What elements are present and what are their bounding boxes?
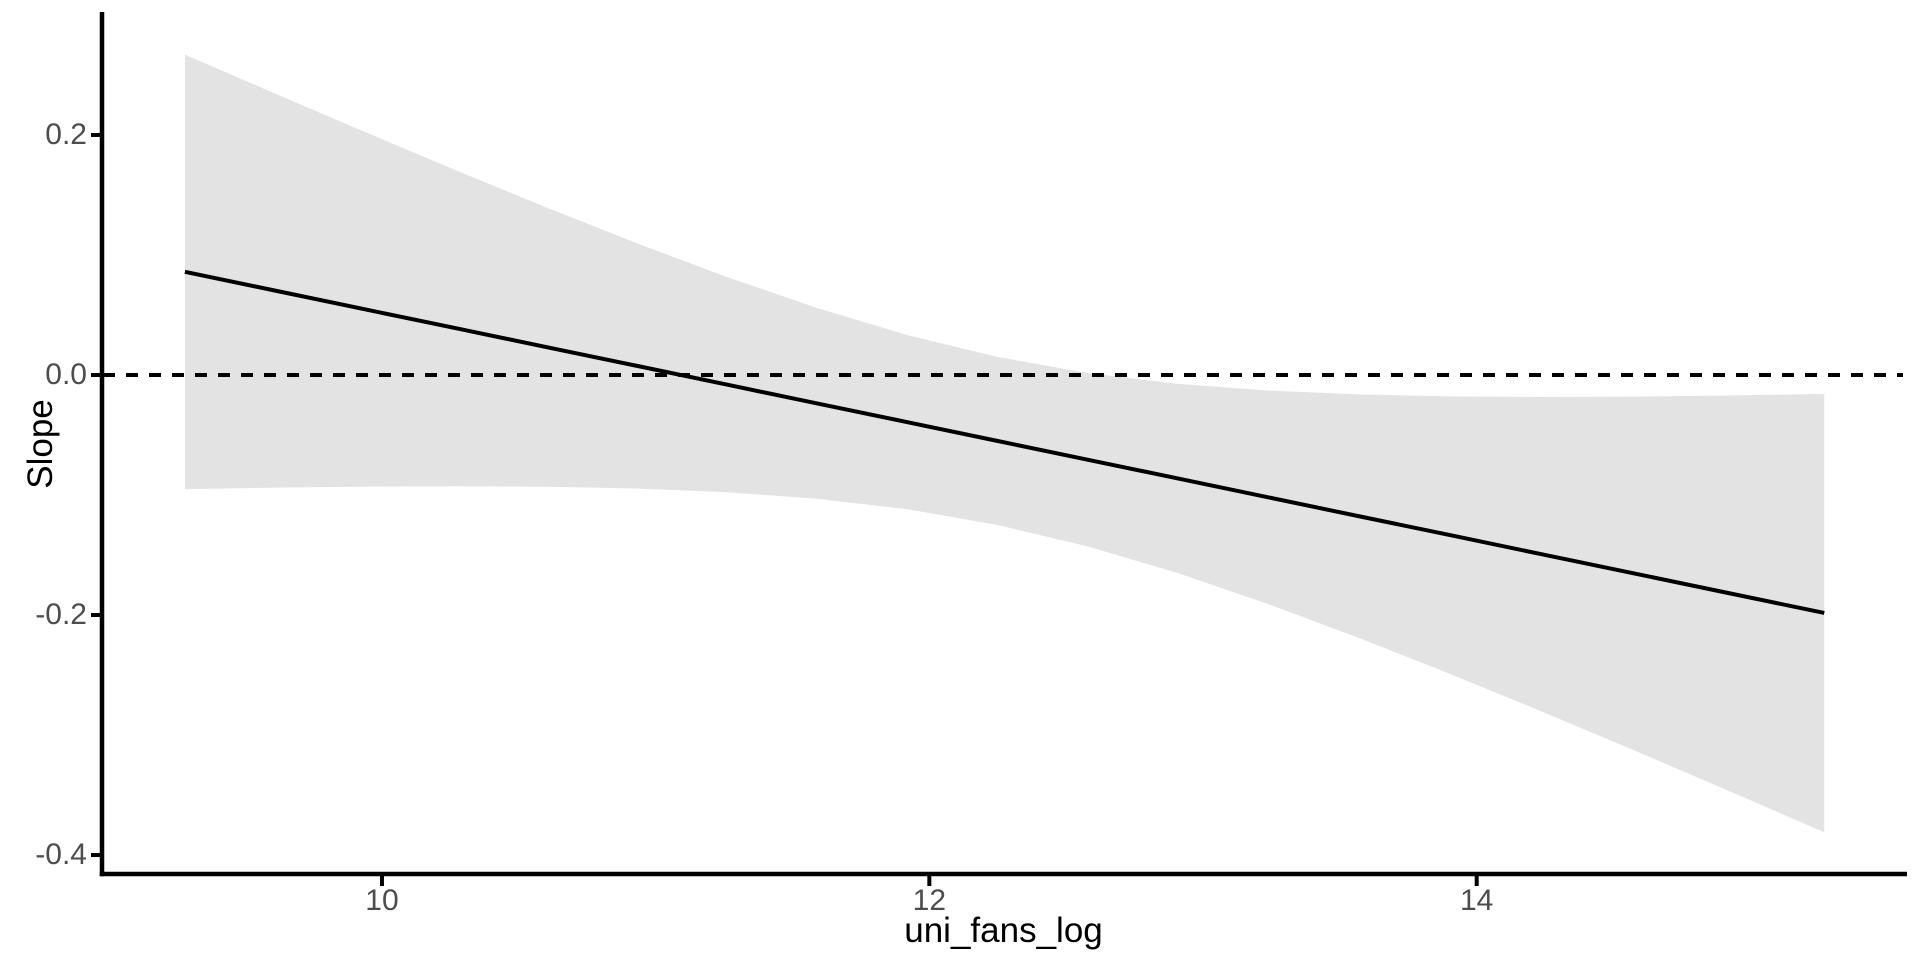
y-tick-label: -0.2 — [35, 598, 87, 632]
y-tick-label: 0.0 — [45, 357, 87, 391]
y-axis-title-text: Slope — [21, 399, 60, 489]
x-axis-title: uni_fans_log — [904, 911, 1103, 950]
x-tick-label: 10 — [365, 884, 399, 917]
x-tick-label: 12 — [912, 884, 947, 917]
y-tick-label: 0.2 — [45, 117, 87, 151]
y-tick-label: -0.4 — [35, 838, 87, 872]
x-tick-label: 14 — [1460, 884, 1494, 917]
